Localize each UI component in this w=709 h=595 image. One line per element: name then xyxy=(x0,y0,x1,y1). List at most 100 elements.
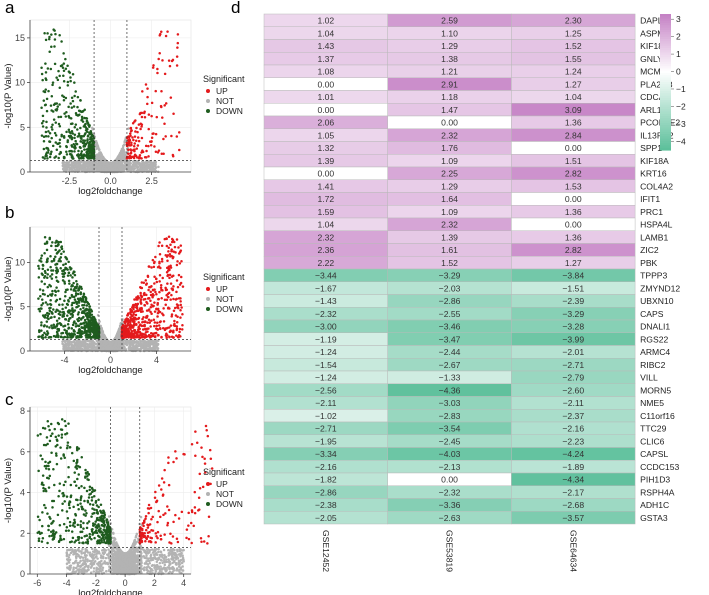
point-up xyxy=(133,135,137,138)
point-down xyxy=(72,321,76,324)
point-down xyxy=(55,286,58,289)
point-down xyxy=(71,157,74,160)
point-down xyxy=(62,74,65,78)
point-not xyxy=(117,344,120,348)
point-down xyxy=(50,45,53,48)
point-down xyxy=(67,70,71,73)
point-not xyxy=(153,167,157,171)
point-not xyxy=(143,164,147,167)
point-down xyxy=(74,123,78,126)
point-down xyxy=(68,296,72,300)
point-down xyxy=(66,80,70,84)
point-down xyxy=(65,335,69,339)
point-down xyxy=(44,130,48,134)
point-up xyxy=(167,59,171,62)
point-down xyxy=(71,323,75,327)
point-not xyxy=(110,347,113,351)
point-down xyxy=(55,76,58,79)
point-not xyxy=(61,167,65,171)
point-up xyxy=(146,87,149,90)
point-down xyxy=(66,84,70,87)
point-down xyxy=(47,336,51,339)
point-up xyxy=(178,131,181,134)
point-down xyxy=(50,269,53,272)
point-down xyxy=(54,335,58,339)
point-not xyxy=(129,339,133,343)
point-down xyxy=(53,315,56,319)
volcano-panel-a: a-2.5 0.0 2.5051015log2foldchange-log10(P … xyxy=(3,0,245,197)
point-down xyxy=(76,292,80,296)
point-down xyxy=(40,321,43,324)
point-up xyxy=(127,136,131,139)
point-up xyxy=(176,41,180,45)
point-down xyxy=(40,66,43,69)
point-down xyxy=(61,307,64,311)
point-up xyxy=(136,144,140,147)
point-down xyxy=(63,280,66,283)
point-not xyxy=(94,342,97,346)
point-up xyxy=(163,72,167,76)
point-down xyxy=(43,157,46,160)
legend-label-down: DOWN xyxy=(216,106,243,116)
point-up xyxy=(151,66,155,69)
point-down xyxy=(57,156,60,160)
point-not xyxy=(70,340,73,344)
point-down xyxy=(55,148,59,152)
point-down xyxy=(69,76,72,79)
point-down xyxy=(50,311,54,315)
point-down xyxy=(71,99,75,103)
point-up xyxy=(153,145,156,148)
point-down xyxy=(65,302,69,306)
point-not xyxy=(118,162,121,165)
point-not xyxy=(112,166,115,169)
point-down xyxy=(48,35,51,39)
point-not xyxy=(134,344,137,348)
point-down xyxy=(42,147,46,151)
point-not xyxy=(92,132,96,136)
point-down xyxy=(48,140,51,143)
point-up xyxy=(154,89,157,93)
point-not xyxy=(132,165,135,168)
point-up xyxy=(129,127,133,130)
point-up xyxy=(158,51,161,55)
point-down xyxy=(82,145,85,148)
point-not xyxy=(111,343,115,346)
point-up xyxy=(137,123,141,126)
point-not xyxy=(151,341,155,344)
point-down xyxy=(46,260,49,263)
point-down xyxy=(42,99,46,102)
point-down xyxy=(38,309,42,313)
point-down xyxy=(85,150,89,154)
point-down xyxy=(62,52,65,55)
point-down xyxy=(58,33,61,37)
point-not xyxy=(99,341,103,345)
point-down xyxy=(92,153,96,157)
point-down xyxy=(83,318,87,322)
point-not xyxy=(129,170,133,173)
point-down xyxy=(79,136,82,139)
point-down xyxy=(49,67,53,71)
point-down xyxy=(87,144,91,147)
point-not xyxy=(102,162,105,165)
point-down xyxy=(57,142,60,145)
point-up xyxy=(139,127,142,131)
point-down xyxy=(73,125,77,129)
point-down xyxy=(77,149,80,153)
point-down xyxy=(49,265,52,269)
point-down xyxy=(51,144,55,148)
point-down xyxy=(48,50,51,54)
point-down xyxy=(54,134,58,137)
x-axis-title: log2foldchange xyxy=(78,186,142,197)
point-down xyxy=(92,137,96,140)
point-down xyxy=(44,88,47,91)
scatter-points xyxy=(37,235,185,353)
point-not xyxy=(123,159,127,163)
point-not xyxy=(94,139,98,143)
legend-marker-up xyxy=(206,89,210,93)
point-down xyxy=(68,130,71,134)
point-up xyxy=(133,142,137,145)
point-down xyxy=(82,306,85,310)
point-down xyxy=(76,128,79,131)
point-down xyxy=(80,115,84,119)
